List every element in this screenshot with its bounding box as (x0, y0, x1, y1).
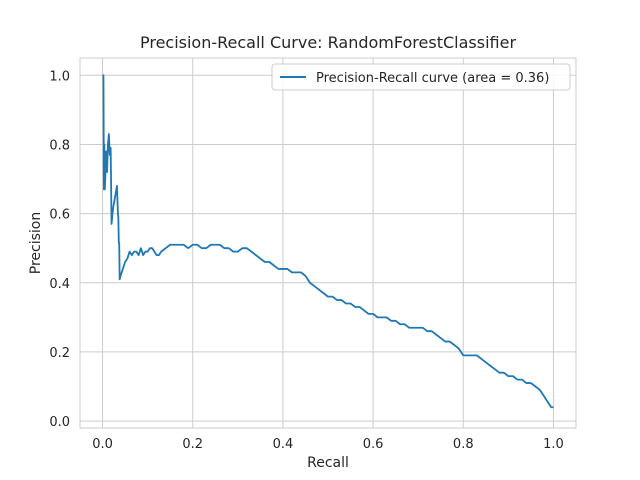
y-axis-label: Precision (28, 212, 44, 274)
y-tick-label: 0.2 (49, 346, 70, 361)
x-tick-label: 0.8 (453, 437, 474, 452)
legend-entry-label: Precision-Recall curve (area = 0.36) (316, 71, 549, 86)
x-tick-label: 0.2 (182, 437, 203, 452)
x-tick-label: 1.0 (543, 437, 564, 452)
x-tick-label: 0.4 (273, 437, 294, 452)
y-tick-label: 0.6 (49, 208, 70, 223)
grid (80, 58, 576, 428)
plot-frame (79, 57, 577, 429)
y-tick-label: 1.0 (49, 69, 70, 84)
y-tick-label: 0.0 (49, 415, 70, 430)
pr-curve-line (102, 74, 554, 409)
y-tick-label: 0.8 (49, 138, 70, 153)
legend-box (271, 63, 571, 91)
tick-labels: 0.0 0.2 0.4 0.6 0.8 1.0 0.0 0.2 0.4 0.6 0.8 1.0 (49, 69, 563, 452)
x-tick-label: 0.0 (92, 437, 113, 452)
y-tick-label: 0.4 (49, 277, 70, 292)
x-tick-label: 0.6 (363, 437, 384, 452)
legend: Precision-Recall curve (area = 0.36) (271, 63, 571, 91)
chart-title: Precision-Recall Curve: RandomForestClas… (140, 33, 516, 52)
x-axis-label: Recall (307, 455, 349, 471)
